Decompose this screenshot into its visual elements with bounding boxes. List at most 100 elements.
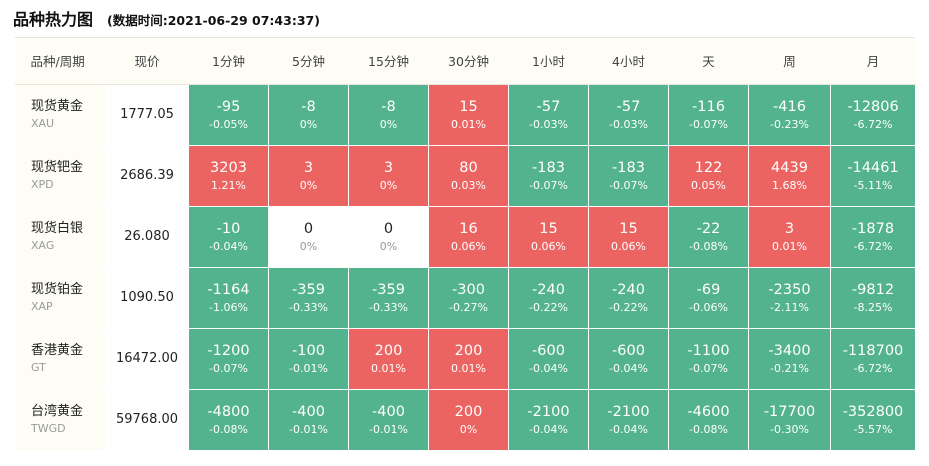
instrument-cell[interactable]: 现货铂金 XAP <box>15 266 106 329</box>
change-percent: 0% <box>299 178 318 192</box>
heat-cell-day[interactable]: -1100 -0.07% <box>668 327 749 390</box>
instrument-cell[interactable]: 台湾黄金 TWGD <box>15 388 106 451</box>
column-header-month: 月 <box>830 38 916 85</box>
instrument-cell[interactable]: 香港黄金 GT <box>15 327 106 390</box>
heat-cell-month[interactable]: -118700 -6.72% <box>830 327 916 390</box>
change-value: -183 <box>612 159 645 176</box>
heat-cell-1hour[interactable]: -240 -0.22% <box>508 266 589 329</box>
heat-cell-15min[interactable]: -359 -0.33% <box>348 266 429 329</box>
heat-cell-day[interactable]: -4600 -0.08% <box>668 388 749 451</box>
heat-cell-1min[interactable]: -10 -0.04% <box>188 205 269 268</box>
table-row[interactable]: 现货黄金 XAU 1777.05 -95 -0.05% -8 0% -8 0% 15 0.01% -5… <box>15 83 916 146</box>
current-price: 2686.39 <box>105 144 189 207</box>
heat-cell-5min[interactable]: -8 0% <box>268 83 349 146</box>
heat-cell-month[interactable]: -12806 -6.72% <box>830 83 916 146</box>
table-row[interactable]: 现货钯金 XPD 2686.39 3203 1.21% 3 0% 3 0% 80 0.03% -183… <box>15 144 916 207</box>
change-value: -57 <box>616 98 641 115</box>
heat-cell-15min[interactable]: 200 0.01% <box>348 327 429 390</box>
heat-cell-month[interactable]: -1878 -6.72% <box>830 205 916 268</box>
change-value: 3 <box>784 220 795 237</box>
table-header-row: 品种/周期 现价 1分钟 5分钟 15分钟 30分钟 1小时 4小时 天 周 月 <box>15 38 916 85</box>
change-percent: 0.01% <box>451 117 486 131</box>
change-value: -3400 <box>768 342 811 359</box>
heat-cell-day[interactable]: 122 0.05% <box>668 144 749 207</box>
heat-cell-week[interactable]: 4439 1.68% <box>748 144 831 207</box>
page-header: 品种热力图 (数据时间:2021-06-29 07:43:37) <box>0 0 929 36</box>
heat-cell-month[interactable]: -9812 -8.25% <box>830 266 916 329</box>
column-header-week: 周 <box>748 38 831 85</box>
heat-cell-30min[interactable]: 200 0.01% <box>428 327 509 390</box>
heat-cell-1hour[interactable]: 15 0.06% <box>508 205 589 268</box>
heat-cell-30min[interactable]: 80 0.03% <box>428 144 509 207</box>
heat-cell-1min[interactable]: -1164 -1.06% <box>188 266 269 329</box>
change-percent: -0.04% <box>209 239 248 253</box>
heat-cell-15min[interactable]: 3 0% <box>348 144 429 207</box>
heat-cell-month[interactable]: -14461 -5.11% <box>830 144 916 207</box>
instrument-cell[interactable]: 现货钯金 XPD <box>15 144 106 207</box>
change-percent: -5.57% <box>853 422 893 436</box>
change-value: 3 <box>303 159 314 176</box>
heat-cell-4hour[interactable]: -2100 -0.04% <box>588 388 669 451</box>
change-percent: -0.22% <box>609 300 648 314</box>
heat-cell-day[interactable]: -116 -0.07% <box>668 83 749 146</box>
heat-cell-week[interactable]: -416 -0.23% <box>748 83 831 146</box>
heat-cell-4hour[interactable]: -600 -0.04% <box>588 327 669 390</box>
heat-cell-5min[interactable]: -100 -0.01% <box>268 327 349 390</box>
instrument-symbol: XAU <box>31 116 55 130</box>
table-row[interactable]: 香港黄金 GT 16472.00 -1200 -0.07% -100 -0.01% 200 0.… <box>15 327 916 390</box>
heat-cell-4hour[interactable]: -57 -0.03% <box>588 83 669 146</box>
heat-cell-30min[interactable]: 15 0.01% <box>428 83 509 146</box>
change-percent: -0.04% <box>529 422 568 436</box>
heat-cell-30min[interactable]: 16 0.06% <box>428 205 509 268</box>
change-value: -240 <box>612 281 645 298</box>
heat-cell-1hour[interactable]: -600 -0.04% <box>508 327 589 390</box>
change-value: -359 <box>372 281 405 298</box>
heat-cell-4hour[interactable]: 15 0.06% <box>588 205 669 268</box>
heat-cell-1min[interactable]: 3203 1.21% <box>188 144 269 207</box>
column-header-price: 现价 <box>105 38 189 85</box>
heat-cell-month[interactable]: -352800 -5.57% <box>830 388 916 451</box>
instrument-cell[interactable]: 现货白银 XAG <box>15 205 106 268</box>
heat-cell-1hour[interactable]: -2100 -0.04% <box>508 388 589 451</box>
change-percent: -0.05% <box>209 117 248 131</box>
change-percent: -0.04% <box>529 361 568 375</box>
change-percent: -0.04% <box>609 422 648 436</box>
heat-cell-week[interactable]: 3 0.01% <box>748 205 831 268</box>
heat-cell-1min[interactable]: -4800 -0.08% <box>188 388 269 451</box>
heat-cell-5min[interactable]: -400 -0.01% <box>268 388 349 451</box>
change-percent: 0.06% <box>611 239 646 253</box>
heat-cell-1min[interactable]: -95 -0.05% <box>188 83 269 146</box>
heat-cell-week[interactable]: -17700 -0.30% <box>748 388 831 451</box>
table-row[interactable]: 台湾黄金 TWGD 59768.00 -4800 -0.08% -400 -0.01% -40… <box>15 388 916 451</box>
heat-cell-30min[interactable]: -300 -0.27% <box>428 266 509 329</box>
heat-cell-4hour[interactable]: -240 -0.22% <box>588 266 669 329</box>
change-percent: 1.68% <box>772 178 807 192</box>
change-percent: -0.33% <box>289 300 328 314</box>
heat-cell-5min[interactable]: 3 0% <box>268 144 349 207</box>
heat-cell-15min[interactable]: 0 0% <box>348 205 429 268</box>
heat-cell-day[interactable]: -22 -0.08% <box>668 205 749 268</box>
heat-cell-5min[interactable]: -359 -0.33% <box>268 266 349 329</box>
change-value: 4439 <box>771 159 808 176</box>
instrument-cell[interactable]: 现货黄金 XAU <box>15 83 106 146</box>
change-percent: -0.01% <box>289 422 328 436</box>
table-row[interactable]: 现货白银 XAG 26.080 -10 -0.04% 0 0% 0 0% 16 0.06% 15 0.0… <box>15 205 916 268</box>
change-value: -1100 <box>687 342 730 359</box>
heat-cell-1hour[interactable]: -57 -0.03% <box>508 83 589 146</box>
heat-cell-day[interactable]: -69 -0.06% <box>668 266 749 329</box>
heat-cell-15min[interactable]: -8 0% <box>348 83 429 146</box>
table-row[interactable]: 现货铂金 XAP 1090.50 -1164 -1.06% -359 -0.33% -359-… <box>15 266 916 329</box>
change-percent: -0.30% <box>770 422 809 436</box>
heat-cell-5min[interactable]: 0 0% <box>268 205 349 268</box>
change-value: 15 <box>619 220 638 237</box>
change-value: 3 <box>383 159 394 176</box>
heat-cell-1hour[interactable]: -183 -0.07% <box>508 144 589 207</box>
heat-cell-15min[interactable]: -400 -0.01% <box>348 388 429 451</box>
instrument-name: 现货钯金 <box>31 159 84 175</box>
heat-cell-30min[interactable]: 200 0% <box>428 388 509 451</box>
heat-cell-week[interactable]: -3400 -0.21% <box>748 327 831 390</box>
heat-cell-week[interactable]: -2350 -2.11% <box>748 266 831 329</box>
change-percent: 0.01% <box>371 361 406 375</box>
heat-cell-4hour[interactable]: -183 -0.07% <box>588 144 669 207</box>
heat-cell-1min[interactable]: -1200 -0.07% <box>188 327 269 390</box>
